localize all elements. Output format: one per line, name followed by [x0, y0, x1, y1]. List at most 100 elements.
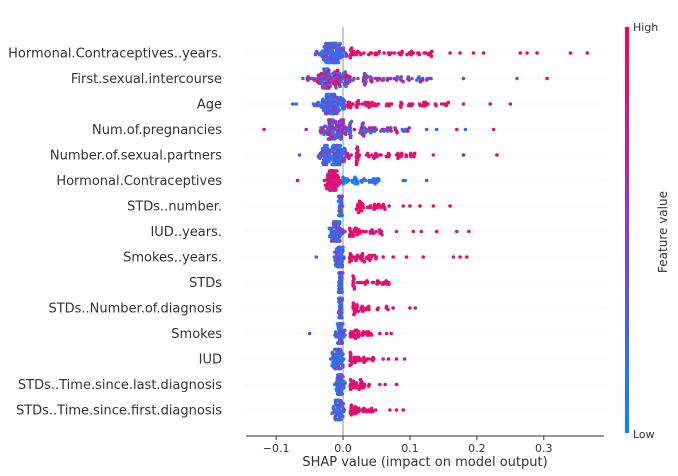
shap-point	[412, 151, 417, 156]
shap-point	[333, 169, 337, 173]
shap-point	[535, 51, 539, 55]
shap-point	[341, 379, 346, 384]
shap-point	[294, 102, 298, 106]
shap-point	[325, 41, 330, 46]
shap-point	[340, 148, 344, 152]
shap-point	[327, 159, 331, 164]
feature-row: STDs	[189, 271, 604, 294]
shap-point	[366, 330, 371, 334]
shap-point	[361, 229, 366, 234]
shap-point	[320, 54, 324, 58]
shap-point	[370, 79, 374, 84]
shap-point	[367, 307, 371, 312]
shap-point	[342, 146, 347, 151]
feature-label: Num.of.pregnancies	[92, 123, 222, 138]
shap-point	[363, 83, 367, 87]
shap-point	[412, 154, 416, 159]
shap-point	[347, 100, 352, 105]
shap-point	[369, 180, 374, 184]
feature-points	[297, 143, 499, 167]
shap-point	[335, 68, 340, 73]
shap-point	[319, 126, 323, 130]
shap-point	[333, 119, 338, 124]
shap-point	[331, 71, 335, 76]
shap-point	[334, 417, 339, 422]
x-axis-title: SHAP value (impact on model output)	[302, 455, 547, 470]
shap-point	[322, 132, 326, 137]
shap-point	[344, 54, 349, 58]
shap-point	[375, 279, 380, 283]
feature-row: IUD	[199, 347, 604, 371]
shap-point	[374, 256, 378, 261]
shap-point	[408, 204, 412, 208]
shap-point	[306, 75, 310, 79]
shap-point	[341, 409, 346, 414]
shap-point	[370, 228, 374, 232]
shap-point	[341, 256, 346, 261]
shap-point	[352, 127, 357, 132]
shap-point	[325, 143, 329, 148]
shap-point	[387, 103, 391, 108]
shap-point	[380, 78, 384, 82]
shap-point	[337, 194, 342, 199]
shap-point	[384, 279, 389, 283]
shap-point	[424, 78, 429, 82]
shap-point	[327, 226, 332, 231]
shap-point	[343, 328, 347, 333]
shap-point	[351, 49, 356, 54]
shap-point	[368, 205, 373, 210]
shap-point	[366, 304, 371, 309]
shap-point	[356, 406, 361, 411]
shap-point	[364, 256, 369, 261]
shap-point	[339, 213, 344, 218]
shap-point	[363, 282, 368, 286]
shap-point	[333, 220, 337, 224]
shap-point	[322, 86, 326, 90]
shap-point	[365, 205, 370, 210]
shap-point	[394, 382, 399, 387]
shap-point	[379, 205, 383, 210]
feature-points	[330, 398, 406, 422]
shap-point	[399, 105, 403, 109]
shap-point	[351, 234, 355, 239]
shap-point	[458, 255, 462, 259]
shap-point	[375, 282, 379, 286]
shap-point	[348, 350, 353, 355]
shap-point	[424, 178, 429, 183]
shap-point	[360, 333, 365, 337]
shap-point	[370, 409, 375, 414]
shap-point	[467, 229, 471, 234]
shap-point	[357, 228, 361, 232]
shap-point	[337, 162, 341, 167]
shap-point	[361, 355, 366, 360]
shap-point	[404, 154, 408, 159]
shap-point	[360, 309, 365, 314]
shap-point	[368, 75, 373, 79]
shap-point	[338, 366, 342, 371]
shap-point	[364, 409, 369, 414]
shap-point	[349, 46, 354, 50]
shap-point	[363, 130, 367, 135]
shap-point	[371, 358, 375, 363]
feature-row: IUD..years.	[150, 220, 604, 243]
shap-point	[359, 178, 364, 183]
shap-point	[434, 127, 439, 132]
shap-point	[408, 151, 413, 156]
feature-row: First.sexual.intercourse	[71, 67, 604, 90]
shap-point	[324, 162, 328, 167]
shap-point	[361, 202, 365, 207]
shap-point	[332, 162, 336, 167]
shap-point	[371, 177, 376, 181]
x-tick-label: 0.1	[401, 442, 419, 455]
shap-point	[354, 52, 359, 57]
feature-label: Hormonal.Contraceptives..years.	[8, 47, 222, 62]
feature-points	[291, 92, 513, 116]
feature-row: Number.of.sexual.partners	[50, 143, 604, 167]
feature-rows: Hormonal.Contraceptives..years. First.sex…	[8, 27, 604, 436]
shap-point	[338, 232, 343, 237]
shap-point	[386, 151, 391, 156]
shap-point	[382, 51, 386, 55]
feature-label: Age	[197, 98, 222, 113]
shap-point	[334, 398, 339, 403]
shap-point	[320, 150, 324, 154]
